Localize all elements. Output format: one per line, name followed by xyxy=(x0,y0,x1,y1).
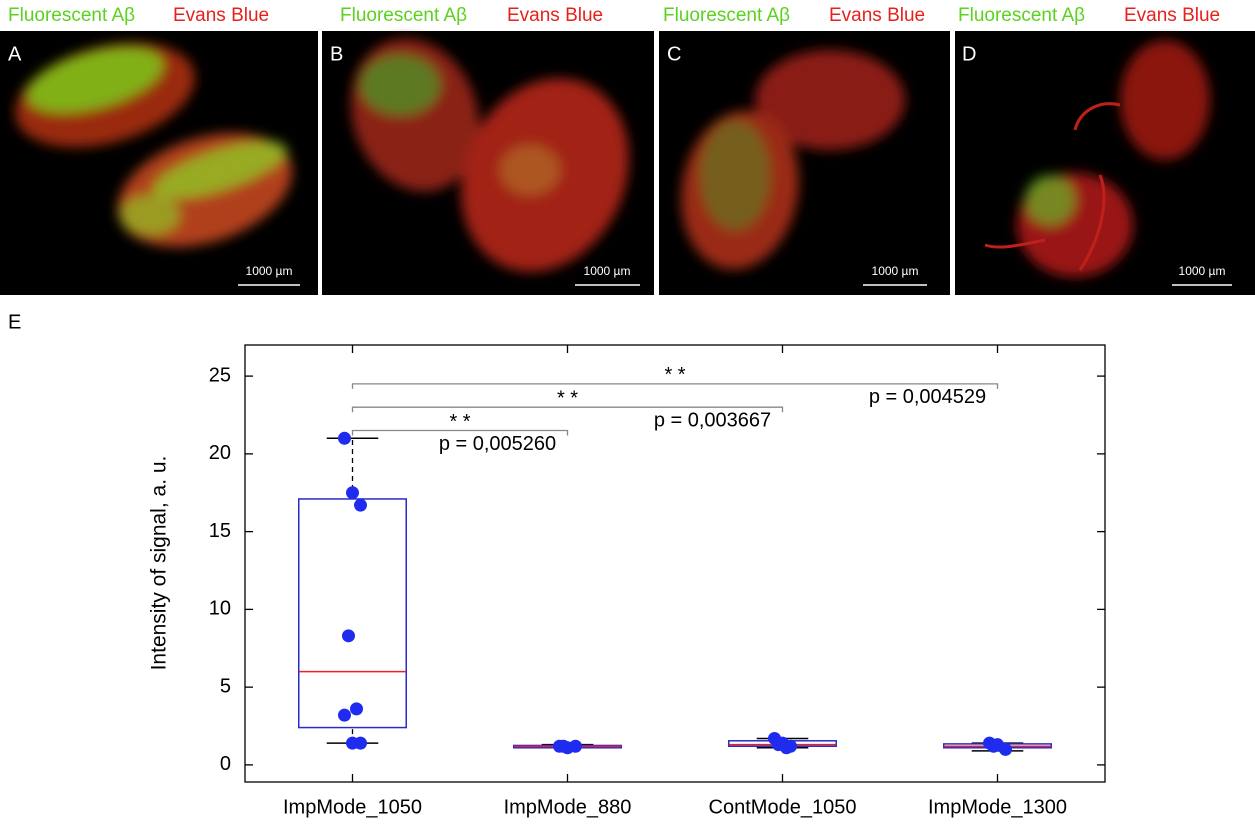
x-tick-label: ContMode_1050 xyxy=(709,796,857,818)
stain-label: Evans Blue xyxy=(173,5,269,26)
y-tick-label: 25 xyxy=(209,364,231,386)
panel-d: Fluorescent Aβ Evans Blue D 1000 µm xyxy=(955,5,1255,295)
panel-letter: C xyxy=(667,43,681,65)
data-point xyxy=(354,498,367,512)
p-value: p = 0,004529 xyxy=(869,386,986,408)
x-tick-label: ImpMode_880 xyxy=(504,796,632,818)
data-point xyxy=(987,739,1000,753)
x-tick-label: ImpMode_1050 xyxy=(283,796,422,818)
data-point xyxy=(350,702,363,716)
data-point xyxy=(338,431,351,445)
stain-label: Evans Blue xyxy=(507,5,603,26)
panel-c: Fluorescent Aβ Evans Blue C 1000 µm xyxy=(659,5,950,295)
stain-label: Evans Blue xyxy=(1124,5,1220,26)
stain-label: Fluorescent Aβ xyxy=(340,5,467,26)
tissue xyxy=(15,42,293,247)
data-point xyxy=(354,736,367,750)
data-point xyxy=(338,708,351,722)
scale-label: 1000 µm xyxy=(584,264,631,278)
plot-area: 0 5 10 15 20 25 ImpMode_1050 ImpMode_880 ContMod… xyxy=(209,345,1105,818)
data-point xyxy=(557,739,570,753)
panel-letter: A xyxy=(8,43,22,65)
data-point xyxy=(569,739,582,753)
significance-stars: * * xyxy=(557,387,578,409)
vessel xyxy=(984,102,1121,271)
plot-frame xyxy=(244,344,1106,783)
y-tick-label: 15 xyxy=(209,520,231,542)
stain-label: Fluorescent Aβ xyxy=(958,5,1085,26)
x-tick-label: ImpMode_1300 xyxy=(928,796,1067,818)
data-point xyxy=(780,741,793,755)
p-value: p = 0,003667 xyxy=(654,409,771,431)
scale-label: 1000 µm xyxy=(246,264,293,278)
significance-bracket xyxy=(351,429,569,436)
stain-label: Evans Blue xyxy=(829,5,925,26)
y-tick-label: 20 xyxy=(209,442,231,464)
tissue xyxy=(681,50,905,270)
significance-stars: * * xyxy=(449,411,470,433)
panel-letter: E xyxy=(8,311,21,333)
y-tick-label: 10 xyxy=(209,598,231,620)
scale-label: 1000 µm xyxy=(872,264,919,278)
panel-b: Fluorescent Aβ Evans Blue B 1000 µm xyxy=(322,5,654,295)
data-point xyxy=(346,486,359,500)
panel-letter: B xyxy=(330,43,343,65)
y-axis-label: Intensity of signal, a. u. xyxy=(148,456,171,671)
panel-a: Fluorescent Aβ Evans Blue A 1000 µm xyxy=(0,5,318,295)
y-tick-label: 0 xyxy=(220,753,231,775)
data-point xyxy=(999,742,1012,756)
scale-label: 1000 µm xyxy=(1179,264,1226,278)
box xyxy=(298,498,407,729)
data-point xyxy=(342,629,355,643)
tissue xyxy=(350,38,629,272)
stain-label: Fluorescent Aβ xyxy=(663,5,790,26)
significance-stars: * * xyxy=(664,364,685,386)
stain-label: Fluorescent Aβ xyxy=(8,5,135,26)
significance-bracket xyxy=(351,383,999,389)
y-tick-label: 5 xyxy=(220,675,231,697)
significance-bracket xyxy=(351,406,784,413)
panel-letter: D xyxy=(962,43,976,65)
p-value: p = 0,005260 xyxy=(439,433,556,455)
